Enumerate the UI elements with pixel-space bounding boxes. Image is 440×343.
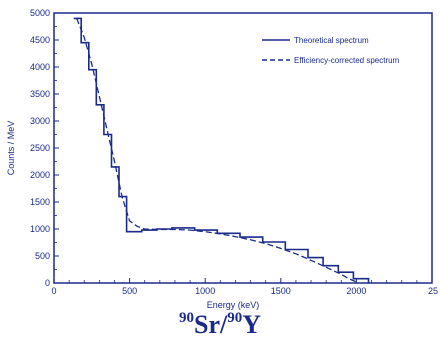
y-tick-label: 0 xyxy=(45,278,50,288)
y-tick-label: 3500 xyxy=(30,89,50,99)
symbol-y: Y xyxy=(242,310,261,339)
y-tick-label: 3000 xyxy=(30,116,50,126)
mass-number-sr: 90 xyxy=(178,310,194,326)
x-tick-label: 1000 xyxy=(195,286,215,296)
x-axis-ticks: 0 500 1000 1500 2000 25 xyxy=(51,278,438,296)
mass-number-y: 90 xyxy=(227,310,243,326)
isotope-caption: 90Sr/90Y xyxy=(0,310,440,340)
x-tick-label: 500 xyxy=(122,286,137,296)
x-tick-label: 0 xyxy=(51,286,56,296)
y-tick-label: 1500 xyxy=(30,197,50,207)
efficiency-corrected-series-line xyxy=(76,18,357,283)
y-tick-label: 5000 xyxy=(30,8,50,18)
plot-frame xyxy=(53,12,433,284)
y-tick-label: 4000 xyxy=(30,62,50,72)
x-tick-label: 2000 xyxy=(346,286,366,296)
y-tick-label: 2000 xyxy=(30,170,50,180)
symbol-sr: Sr/ xyxy=(193,310,228,339)
x-tick-label: 25 xyxy=(428,286,438,296)
y-axis-ticks: 0 500 1000 1500 2000 2500 3000 3500 4000 4500 5000 xyxy=(30,8,59,288)
spectrum-chart: 0500100015002000250030003500400045005000… xyxy=(6,8,438,310)
y-tick-label: 2500 xyxy=(30,143,50,153)
series-layer xyxy=(73,17,370,283)
x-axis-label: Energy (keV) xyxy=(207,300,260,310)
theoretical-series-line xyxy=(73,17,370,283)
legend-label: Theoretical spectrum xyxy=(294,36,369,45)
y-axis-label: Counts / MeV xyxy=(6,121,16,176)
y-tick-label: 4500 xyxy=(30,35,50,45)
legend-label: Efficiency-corrected spectrum xyxy=(294,56,400,65)
legend: Theoretical spectrum Efficiency-corrected… xyxy=(262,36,400,65)
y-tick-label: 1000 xyxy=(30,224,50,234)
y-tick-label: 500 xyxy=(35,251,50,261)
x-tick-label: 1500 xyxy=(271,286,291,296)
